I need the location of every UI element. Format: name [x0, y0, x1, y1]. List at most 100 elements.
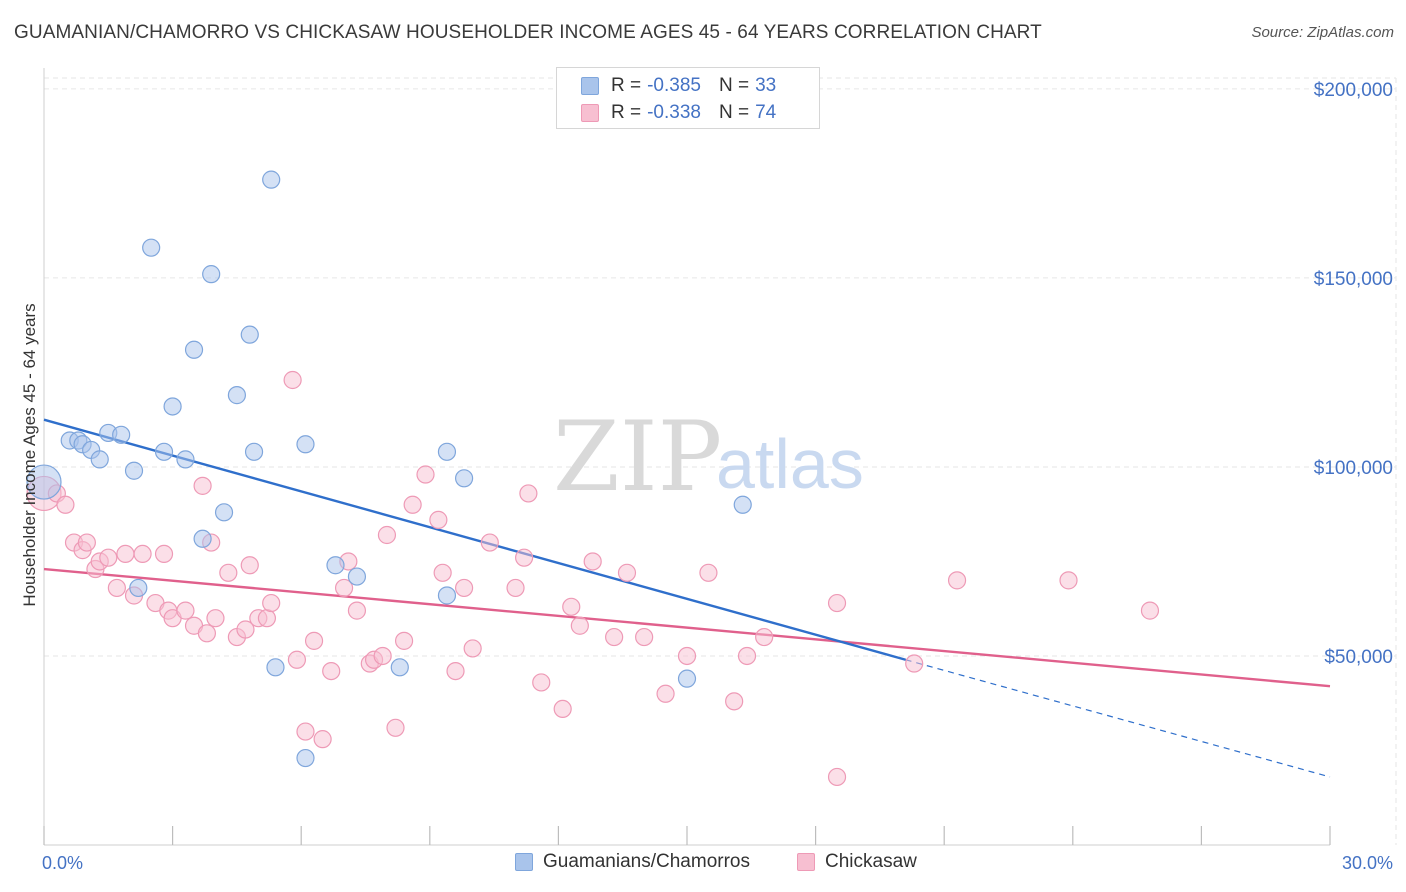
guamanian-point — [142, 238, 161, 257]
chickasaw-point — [257, 609, 277, 628]
correlation-legend: R = -0.385 N = 33 R = -0.338 N = 74 — [556, 67, 820, 129]
y-tick-label: $200,000 — [1314, 80, 1393, 101]
chickasaw-point — [193, 476, 212, 495]
chickasaw-point — [446, 661, 465, 681]
watermark-atlas: atlas — [716, 425, 864, 503]
chickasaw-point — [262, 593, 281, 613]
chickasaw-point — [240, 556, 259, 575]
chickasaw-trend-line — [43, 567, 1331, 688]
chickasaw-point — [617, 563, 637, 582]
chickasaw-point — [947, 571, 967, 590]
chickasaw-point — [635, 627, 654, 647]
guamanian-point — [677, 669, 697, 688]
chickasaw-point — [755, 627, 774, 647]
legend-n-label: N = — [718, 75, 750, 96]
legend-r-label: R = — [611, 75, 642, 96]
chickasaw-point — [403, 495, 422, 514]
chickasaw-point — [506, 578, 525, 598]
chickasaw-point — [725, 692, 744, 711]
chickasaw-point — [1059, 571, 1078, 590]
guamanian-point — [154, 442, 174, 461]
guamanian-point — [193, 529, 212, 548]
guamanian-point — [176, 450, 195, 469]
guamanian-point — [326, 556, 345, 575]
chickasaw-point — [394, 631, 414, 650]
chickasaw-point — [206, 609, 225, 628]
chickasaw-point — [133, 544, 152, 564]
y-tick-label: $50,000 — [1324, 647, 1393, 668]
source-credit: Source: ZipAtlas.com — [1251, 24, 1394, 41]
chickasaw-point — [562, 597, 581, 616]
chickasaw-point — [433, 563, 452, 582]
legend-r-value: -0.338 — [647, 102, 701, 123]
chickasaw-point — [454, 578, 474, 598]
guamanian-point — [437, 442, 457, 461]
guamanian-point — [733, 495, 752, 514]
chickasaw-point — [553, 699, 572, 719]
guamanian-point — [184, 340, 204, 359]
guamanian-point — [347, 567, 367, 586]
legend-guamanians-label: Guamanians/Chamorros — [543, 851, 750, 872]
watermark-zip: ZIP — [553, 401, 722, 513]
guamanian-point — [244, 442, 264, 461]
guamanian-point — [202, 265, 221, 284]
chickasaw-point — [605, 627, 624, 647]
chickasaw-point — [219, 563, 238, 582]
chickasaw-point — [377, 525, 397, 545]
chickasaw-point — [429, 510, 448, 529]
chickasaw-point — [583, 552, 602, 571]
chickasaw-point — [334, 578, 354, 598]
guamanian-point — [26, 464, 62, 500]
guamanian-point — [296, 748, 315, 768]
x-tick-labels: 0.0% 30.0% — [42, 853, 1393, 873]
guamanian-point — [214, 503, 234, 522]
chickasaw-point — [296, 722, 315, 741]
legend-item-chickasaw: Chickasaw — [797, 851, 917, 873]
chickasaw-point — [1140, 601, 1160, 620]
chickasaw-point — [154, 544, 174, 564]
chickasaw-point — [99, 548, 118, 567]
chickasaw-point — [304, 631, 324, 650]
guamanian-point — [240, 325, 259, 344]
chickasaw-point — [386, 718, 405, 737]
chickasaw-point — [737, 646, 757, 666]
chickasaw-point — [827, 767, 847, 787]
chickasaw-point — [677, 646, 697, 666]
axes — [43, 68, 1331, 846]
chickasaw-point — [480, 533, 499, 552]
legend-r-value: -0.385 — [647, 75, 701, 96]
guamanian-point — [266, 658, 285, 677]
legend-n-value: 33 — [755, 75, 777, 96]
legend-row-chickasaw: R = -0.338 N = 74 — [581, 99, 776, 127]
chickasaw-point — [827, 593, 847, 613]
legend-row-guamanian: R = -0.385 N = 33 — [581, 72, 776, 100]
legend-r-label: R = — [611, 102, 642, 123]
y-tick-label: $100,000 — [1314, 458, 1393, 479]
chickasaw-point — [519, 484, 538, 503]
chickasaw-point — [107, 578, 126, 598]
x-tick-label: 30.0% — [1342, 853, 1393, 873]
x-tick-label: 0.0% — [42, 853, 83, 873]
chickasaw-point — [283, 370, 302, 390]
legend-chickasaw-label: Chickasaw — [825, 851, 917, 872]
guamanian-swatch — [581, 77, 599, 95]
guamanian-point — [112, 425, 131, 444]
guamanian-point — [262, 170, 281, 189]
legend-item-guamanians: Guamanians/Chamorros — [515, 851, 750, 873]
legend-n-value: 74 — [755, 102, 777, 123]
y-axis-label: Householder Income Ages 45 - 64 years — [20, 303, 39, 606]
guamanian-point — [296, 435, 315, 454]
chickasaw-point — [313, 730, 332, 749]
guamanian-point — [437, 586, 457, 605]
chickasaw-point — [532, 673, 551, 692]
guamanian-point — [129, 578, 148, 598]
chickasaw-point — [373, 646, 392, 666]
chickasaw-point — [116, 544, 135, 564]
chickasaw-point — [77, 533, 96, 552]
guamanian-legend-swatch — [515, 853, 533, 871]
chickasaw-point — [905, 654, 924, 673]
chickasaw-point — [347, 601, 367, 620]
chickasaw-point — [656, 684, 675, 703]
legend-n-label: N = — [718, 102, 750, 123]
